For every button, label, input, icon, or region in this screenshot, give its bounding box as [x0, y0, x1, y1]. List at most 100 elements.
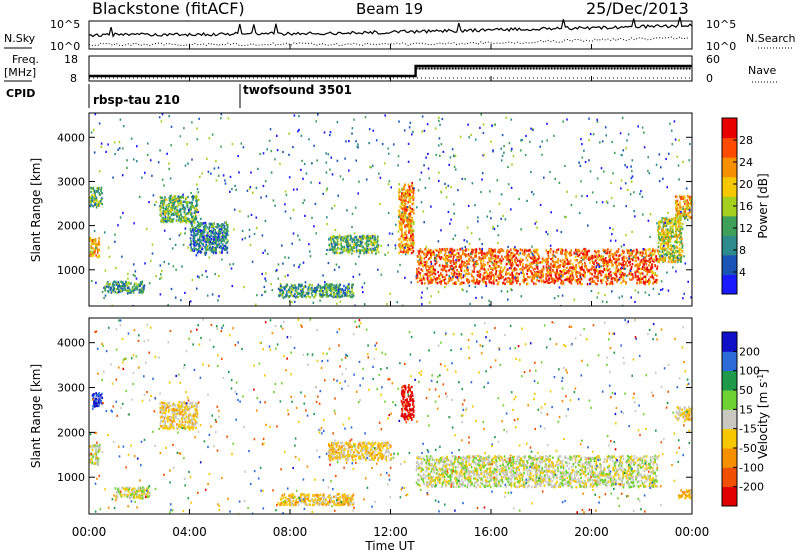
- heatmap-cell: [407, 160, 410, 163]
- heatmap-cell: [460, 255, 462, 258]
- heatmap-cell: [614, 251, 616, 254]
- heatmap-cell: [299, 288, 302, 291]
- heatmap-cell: [118, 285, 120, 288]
- heatmap-cell: [419, 256, 422, 260]
- heatmap-cell: [570, 204, 573, 207]
- heatmap-cell: [327, 295, 330, 298]
- heatmap-cell: [344, 293, 347, 297]
- heatmap-cell: [681, 246, 684, 249]
- heatmap-cell: [542, 279, 545, 282]
- heatmap-cell: [454, 168, 457, 171]
- heatmap-cell: [399, 198, 402, 201]
- heatmap-cell: [115, 282, 118, 285]
- heatmap-cell: [651, 274, 654, 277]
- heatmap-cell: [609, 254, 612, 257]
- heatmap-cell: [658, 238, 661, 241]
- heatmap-cell: [652, 287, 655, 290]
- heatmap-cell: [266, 148, 268, 151]
- heatmap-cell: [429, 251, 432, 254]
- heatmap-cell: [207, 238, 210, 242]
- heatmap-cell: [540, 273, 543, 276]
- heatmap-cell: [569, 262, 572, 265]
- heatmap-cell: [134, 287, 136, 290]
- heatmap-cell: [121, 255, 123, 258]
- heatmap-cell: [107, 289, 109, 293]
- heatmap-cell: [483, 256, 485, 260]
- heatmap-cell: [347, 286, 350, 289]
- heatmap-cell: [434, 280, 437, 283]
- heatmap-cell: [357, 249, 359, 252]
- heatmap-cell: [500, 159, 503, 162]
- heatmap-cell: [118, 147, 121, 150]
- heatmap-cell: [430, 277, 432, 280]
- heatmap-cell: [223, 226, 225, 229]
- heatmap-cell: [403, 194, 405, 197]
- heatmap-cell: [446, 262, 448, 265]
- heatmap-cell: [450, 218, 452, 221]
- heatmap-cell: [199, 175, 201, 178]
- heatmap-cell: [572, 266, 575, 269]
- heatmap-cell: [232, 263, 235, 266]
- heatmap-cell: [220, 246, 222, 249]
- heatmap-cell: [205, 240, 207, 244]
- heatmap-cell: [406, 220, 408, 223]
- heatmap-cell: [570, 282, 573, 285]
- heatmap-cell: [312, 288, 315, 291]
- heatmap-cell: [355, 238, 358, 241]
- heatmap-cell: [172, 265, 175, 268]
- heatmap-cell: [365, 244, 368, 247]
- heatmap-cell: [640, 259, 643, 262]
- heatmap-cell: [597, 273, 599, 277]
- heatmap-cell: [530, 256, 532, 260]
- heatmap-cell: [117, 286, 119, 289]
- heatmap-cell: [439, 257, 442, 261]
- heatmap-cell: [648, 281, 650, 285]
- heatmap-cell: [506, 280, 509, 283]
- heatmap-cell: [215, 243, 218, 246]
- heatmap-cell: [198, 226, 200, 229]
- heatmap-cell: [398, 195, 401, 198]
- heatmap-cell: [656, 278, 659, 282]
- heatmap-cell: [558, 286, 561, 289]
- heatmap-cell: [96, 187, 98, 190]
- heatmap-cell: [665, 229, 668, 232]
- heatmap-cell: [401, 304, 404, 306]
- heatmap-cell: [169, 216, 171, 219]
- heatmap-cell: [367, 243, 370, 246]
- heatmap-cell: [594, 255, 597, 258]
- heatmap-cell: [441, 275, 444, 279]
- heatmap-cell: [398, 183, 401, 186]
- heatmap-cell: [536, 279, 538, 282]
- heatmap-cell: [486, 215, 489, 218]
- heatmap-cell: [262, 251, 264, 254]
- heatmap-cell: [535, 248, 538, 251]
- heatmap-cell: [320, 289, 323, 293]
- heatmap-cell: [400, 218, 402, 221]
- heatmap-cell: [340, 238, 342, 241]
- heatmap-cell: [165, 207, 168, 211]
- heatmap-cell: [101, 203, 104, 206]
- heatmap-cell: [388, 180, 391, 183]
- heatmap-cell: [679, 196, 682, 199]
- heatmap-cell: [403, 238, 406, 242]
- heatmap-cell: [155, 200, 157, 203]
- heatmap-cell: [510, 264, 513, 267]
- heatmap-cell: [408, 230, 411, 233]
- heatmap-cell: [579, 277, 581, 280]
- heatmap-cell: [424, 248, 426, 251]
- heatmap-cell: [687, 280, 689, 283]
- heatmap-cell: [620, 153, 623, 157]
- heatmap-cell: [676, 255, 679, 258]
- heatmap-cell: [176, 210, 179, 214]
- heatmap-cell: [451, 278, 453, 282]
- heatmap-cell: [112, 286, 115, 289]
- heatmap-cell: [372, 247, 374, 251]
- heatmap-cell: [347, 245, 349, 248]
- heatmap-cell: [97, 249, 100, 252]
- heatmap-cell: [459, 248, 462, 251]
- heatmap-cell: [537, 275, 540, 278]
- heatmap-cell: [188, 218, 190, 221]
- heatmap-cell: [255, 303, 257, 306]
- heatmap-cell: [91, 252, 94, 255]
- heatmap-cell: [633, 191, 635, 194]
